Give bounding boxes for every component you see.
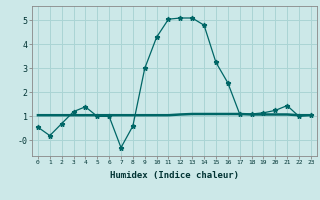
X-axis label: Humidex (Indice chaleur): Humidex (Indice chaleur)	[110, 171, 239, 180]
